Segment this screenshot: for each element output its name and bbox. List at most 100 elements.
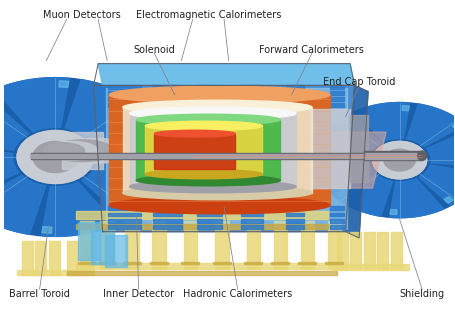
Circle shape bbox=[373, 141, 427, 179]
Bar bbox=[364, 151, 422, 160]
Bar bbox=[101, 221, 114, 269]
Bar bbox=[153, 97, 182, 101]
Bar bbox=[150, 262, 168, 264]
Bar bbox=[301, 221, 314, 269]
Bar bbox=[125, 221, 139, 269]
Text: Muon Detectors: Muon Detectors bbox=[44, 10, 121, 20]
Text: Electromagnetic Calorimeters: Electromagnetic Calorimeters bbox=[136, 10, 281, 20]
Bar bbox=[123, 107, 312, 193]
Bar bbox=[328, 221, 341, 269]
Bar bbox=[197, 97, 222, 101]
Ellipse shape bbox=[130, 107, 296, 120]
Bar bbox=[325, 262, 344, 264]
Bar bbox=[330, 213, 344, 216]
Bar bbox=[213, 262, 231, 264]
Wedge shape bbox=[65, 80, 146, 139]
Bar bbox=[286, 225, 303, 229]
Bar bbox=[330, 219, 344, 223]
Ellipse shape bbox=[136, 114, 280, 125]
Polygon shape bbox=[78, 222, 101, 260]
Bar bbox=[17, 270, 87, 275]
Circle shape bbox=[373, 141, 427, 179]
Bar bbox=[215, 221, 228, 269]
Bar bbox=[136, 120, 280, 180]
Text: Hadronic Calorimeters: Hadronic Calorimeters bbox=[183, 289, 292, 299]
Text: End Cap Toroid: End Cap Toroid bbox=[323, 77, 395, 87]
Bar bbox=[298, 262, 316, 264]
Bar bbox=[108, 91, 141, 95]
Polygon shape bbox=[106, 88, 347, 229]
Wedge shape bbox=[129, 105, 142, 114]
Bar bbox=[30, 154, 364, 158]
Bar bbox=[241, 225, 263, 229]
Wedge shape bbox=[426, 130, 455, 167]
Bar bbox=[273, 221, 287, 269]
Wedge shape bbox=[42, 226, 52, 233]
Bar bbox=[350, 115, 368, 182]
Polygon shape bbox=[94, 85, 354, 232]
Ellipse shape bbox=[130, 180, 296, 193]
Circle shape bbox=[0, 78, 170, 236]
Bar bbox=[286, 219, 303, 223]
Bar bbox=[108, 97, 141, 101]
Bar bbox=[286, 206, 303, 210]
Bar bbox=[154, 134, 235, 170]
Ellipse shape bbox=[136, 175, 280, 186]
Ellipse shape bbox=[60, 138, 132, 163]
Wedge shape bbox=[419, 165, 455, 205]
Wedge shape bbox=[389, 179, 444, 218]
Bar bbox=[108, 206, 141, 210]
Wedge shape bbox=[407, 104, 455, 147]
Bar bbox=[241, 213, 263, 216]
Circle shape bbox=[384, 149, 415, 171]
Wedge shape bbox=[118, 208, 131, 217]
Wedge shape bbox=[321, 154, 328, 158]
Bar bbox=[364, 232, 375, 269]
Ellipse shape bbox=[154, 130, 235, 137]
Bar bbox=[153, 219, 182, 223]
Bar bbox=[108, 213, 141, 216]
Wedge shape bbox=[0, 175, 46, 234]
Polygon shape bbox=[98, 64, 354, 85]
Bar bbox=[130, 113, 296, 187]
Polygon shape bbox=[105, 236, 127, 267]
Bar bbox=[152, 221, 166, 269]
Bar bbox=[153, 91, 182, 95]
Bar bbox=[271, 262, 289, 264]
Circle shape bbox=[316, 103, 455, 218]
Bar bbox=[241, 97, 263, 101]
Polygon shape bbox=[332, 132, 386, 188]
Wedge shape bbox=[91, 115, 170, 167]
Bar bbox=[98, 262, 116, 264]
Ellipse shape bbox=[145, 170, 263, 179]
Wedge shape bbox=[59, 81, 69, 88]
Bar bbox=[108, 225, 141, 229]
Wedge shape bbox=[334, 174, 393, 216]
Bar bbox=[241, 104, 263, 107]
Bar bbox=[66, 271, 337, 275]
Bar bbox=[377, 232, 389, 269]
Bar bbox=[330, 206, 344, 210]
Bar bbox=[337, 232, 348, 269]
Circle shape bbox=[17, 131, 94, 183]
Wedge shape bbox=[0, 78, 69, 132]
Bar bbox=[76, 224, 328, 229]
Wedge shape bbox=[156, 160, 166, 166]
Bar bbox=[153, 225, 182, 229]
Bar bbox=[350, 232, 361, 269]
Bar bbox=[82, 241, 94, 275]
Wedge shape bbox=[0, 147, 19, 199]
Bar bbox=[197, 219, 222, 223]
Wedge shape bbox=[318, 115, 380, 155]
Text: Inner Detector: Inner Detector bbox=[103, 289, 174, 299]
Text: Shielding: Shielding bbox=[399, 289, 445, 299]
Bar bbox=[109, 95, 330, 205]
Bar bbox=[241, 206, 263, 210]
Bar bbox=[22, 241, 33, 275]
Bar bbox=[78, 262, 96, 264]
Bar bbox=[197, 206, 222, 210]
Bar bbox=[76, 263, 337, 269]
Bar bbox=[197, 85, 222, 89]
Bar bbox=[286, 85, 303, 89]
Bar bbox=[364, 153, 422, 159]
